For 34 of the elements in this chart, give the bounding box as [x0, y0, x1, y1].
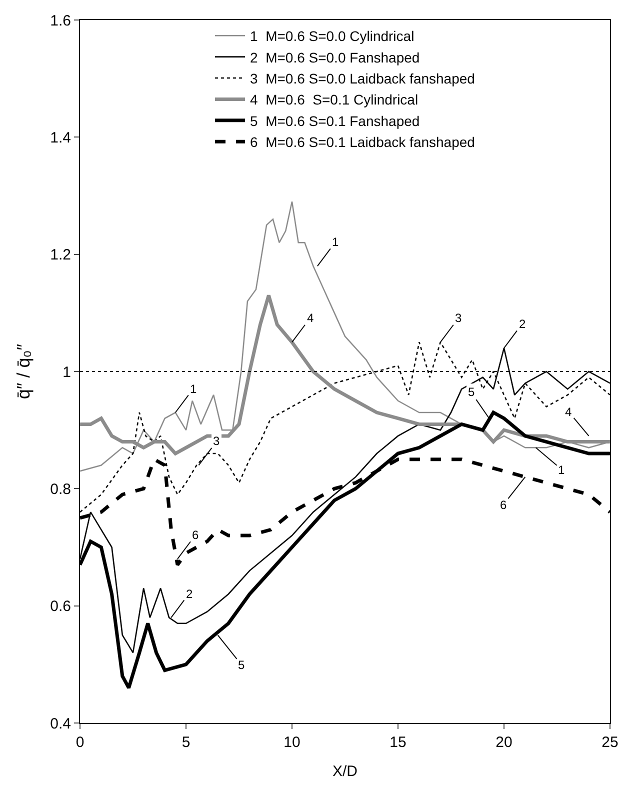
y-tick-label: 1 — [62, 364, 71, 381]
annotation: 6 — [500, 498, 507, 512]
annotation: 2 — [186, 587, 193, 601]
legend-label: 2 M=0.6 S=0.0 Fanshaped — [250, 49, 420, 66]
legend-label: 3 M=0.6 S=0.0 Laidback fanshaped — [250, 70, 475, 86]
annotation: 5 — [468, 385, 475, 399]
x-tick-label: 5 — [182, 734, 190, 751]
y-axis-title: q̄″ / q̄₀″ — [13, 343, 34, 400]
y-tick-label: 0.6 — [50, 598, 71, 616]
legend-label: 6 M=0.6 S=0.1 Laidback fanshaped — [250, 134, 475, 150]
x-tick-label: 15 — [390, 734, 406, 751]
annotation: 2 — [519, 317, 526, 331]
y-tick-label: 0.4 — [50, 715, 71, 732]
annotation: 4 — [565, 405, 572, 419]
legend-label: 1 M=0.6 S=0.0 Cylindrical — [250, 28, 414, 44]
y-tick-label: 1.6 — [50, 12, 71, 30]
x-tick-label: 25 — [602, 734, 618, 751]
annotation: 3 — [455, 311, 462, 325]
annotation: 3 — [213, 434, 220, 448]
annotation: 1 — [190, 382, 197, 396]
legend-label: 5 M=0.6 S=0.1 Fanshaped — [250, 112, 420, 129]
y-tick-label: 0.8 — [50, 480, 71, 498]
annotation: 1 — [332, 235, 339, 249]
x-tick-label: 20 — [496, 734, 512, 751]
x-axis-title: X/D — [332, 763, 358, 780]
annotation: 6 — [192, 528, 199, 542]
x-tick-label: 0 — [76, 734, 84, 751]
y-tick-label: 1.4 — [50, 129, 71, 146]
annotation: 5 — [238, 658, 245, 672]
x-tick-label: 10 — [284, 734, 300, 751]
legend-label: 4 M=0.6 S=0.1 Cylindrical — [250, 92, 418, 108]
annotation: 1 — [558, 463, 565, 477]
annotation: 4 — [307, 311, 314, 325]
y-tick-label: 1.2 — [50, 246, 71, 264]
